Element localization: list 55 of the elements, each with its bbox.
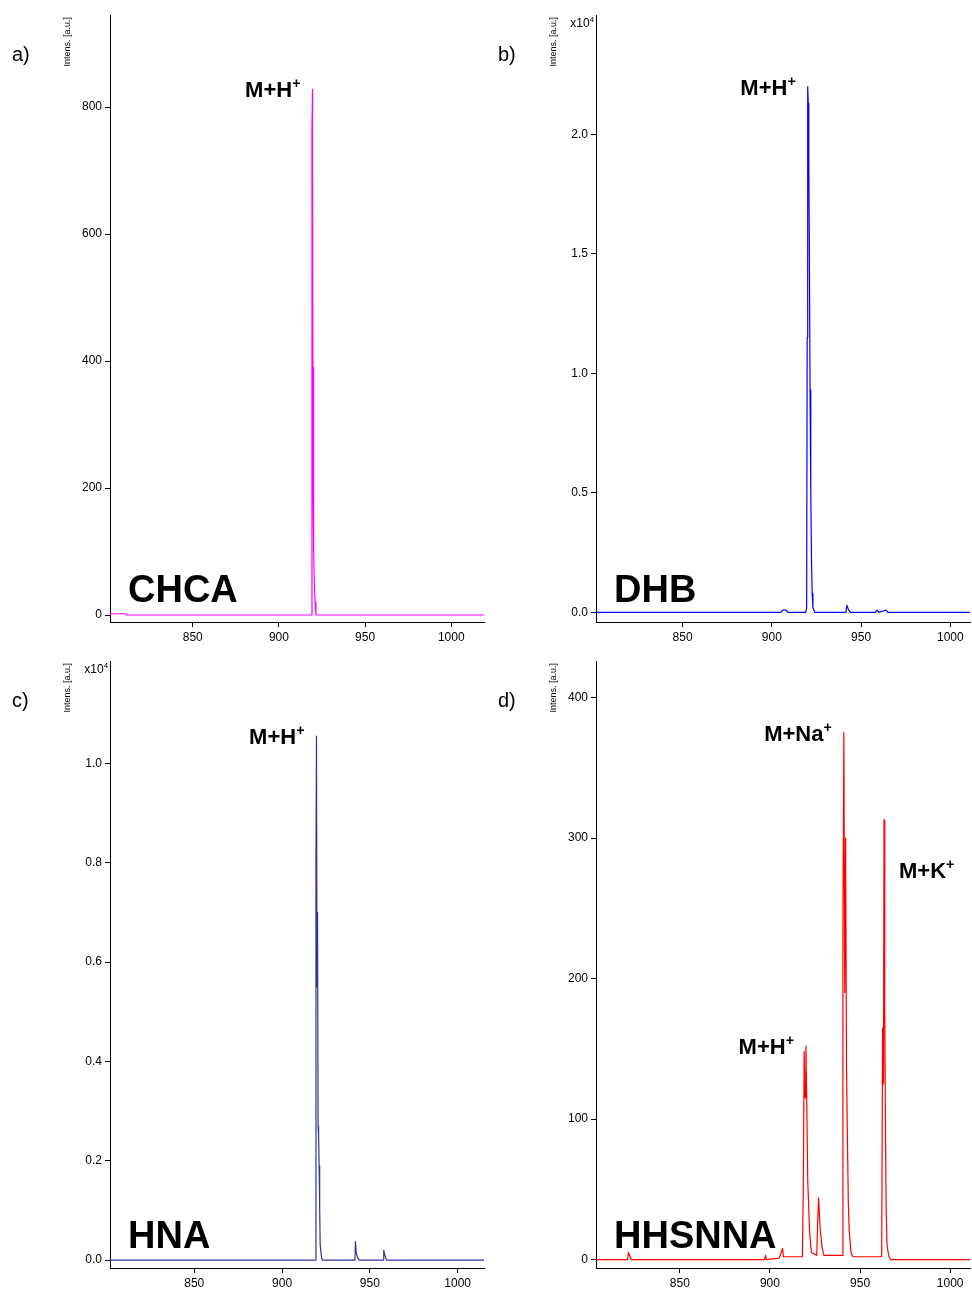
x-tick-label: 900 [761,629,783,644]
y-tick-label: 1.0 [571,365,589,380]
y-tick-label: 0 [581,1251,589,1266]
y-tick-label: 0.8 [85,854,103,869]
y-tick-label: 300 [567,830,589,845]
annotation: M+H+ [249,722,305,750]
y-tick-label: 0.2 [85,1153,103,1168]
y-tick-label: 100 [567,1111,589,1126]
text: c) [12,688,29,711]
y-tick-label: 0.4 [85,1053,103,1068]
x-tick-label: 950 [851,629,872,644]
y-axis-title: Intens. [a.u.] [62,663,72,713]
text: HNA [128,1214,211,1256]
x-tick-label: 1000 [437,629,465,644]
text: CHCA [128,568,238,610]
y-axis-title: Intens. [a.u.] [62,17,72,67]
y-tick-label: 600 [81,226,103,241]
text: DHB [614,568,697,610]
y-tick-label: 0.5 [571,485,589,500]
x-tick-label: 850 [669,1275,691,1290]
y-tick-label: 0.6 [85,954,103,969]
y-axis-title: Intens. [a.u.] [548,663,558,713]
text: b) [498,42,516,65]
annotation: M+H+ [740,72,796,100]
x-tick-label: 1000 [936,1275,964,1290]
y-tick-label: 0 [95,607,103,622]
x-tick-label: 950 [359,1275,381,1290]
y-tick-label: 0.0 [85,1252,103,1267]
y-tick-label: 200 [567,970,589,985]
text: a) [12,42,30,65]
annotation: M+H+ [245,75,301,103]
y-tick-label: 200 [81,480,103,495]
x-tick-label: 1000 [444,1275,472,1290]
x-tick-label: 850 [182,629,204,644]
y-tick-label: 400 [567,689,589,704]
x-tick-label: 850 [672,629,693,644]
x-tick-label: 850 [184,1275,205,1290]
x-tick-label: 900 [272,1275,293,1290]
text: d) [498,688,516,711]
text: HHSNNA [614,1214,777,1256]
x-tick-label: 900 [268,629,290,644]
y-tick-label: 1.5 [571,246,589,261]
y-tick-label: 2.0 [571,126,589,141]
y-tick-label: 400 [81,353,103,368]
x-tick-label: 1000 [937,629,965,644]
annotation: M+K+ [899,855,955,883]
y-tick-label: 0.0 [571,604,589,619]
y-tick-label: 800 [81,99,103,114]
x-tick-label: 950 [850,1275,871,1290]
y-axis-title: Intens. [a.u.] [548,17,558,67]
x-tick-label: 950 [355,629,376,644]
annotation: M+Na+ [764,718,832,746]
x-tick-label: 900 [759,1275,781,1290]
annotation: M+H+ [738,1032,794,1059]
y-tick-label: 1.0 [85,755,103,770]
